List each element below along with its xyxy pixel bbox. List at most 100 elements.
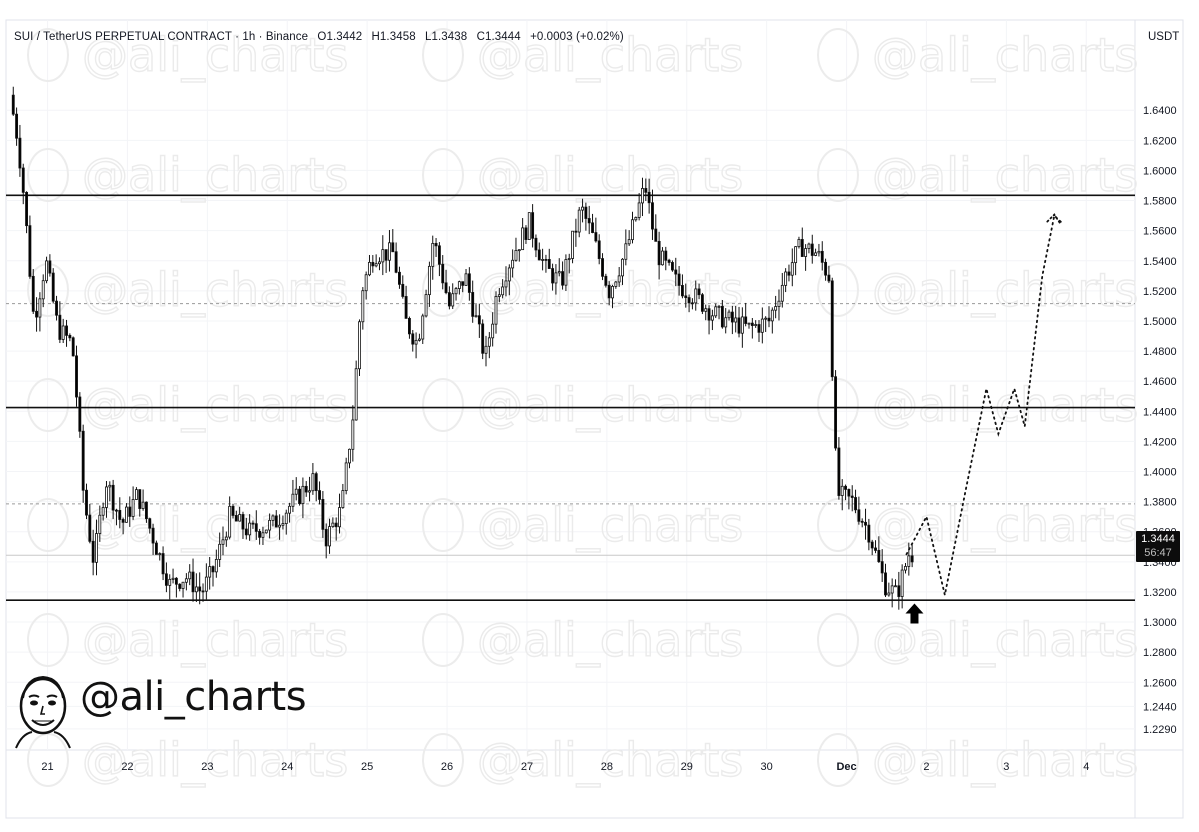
candle-body (584, 206, 588, 219)
candle-body (604, 275, 608, 286)
candle-body (371, 261, 375, 267)
candle-body (258, 530, 262, 538)
candle-body (714, 306, 718, 317)
y-tick-label: 1.4200 (1143, 436, 1177, 448)
candle-body (720, 305, 724, 328)
watermark-tile: @ali_charts (422, 377, 744, 433)
candle-body (474, 315, 478, 318)
currency-label: USDT (1148, 31, 1180, 43)
candle-body (78, 396, 82, 432)
candle-body (794, 246, 798, 264)
candle-body (151, 527, 155, 544)
candle-body (48, 260, 52, 274)
y-tick-label: 1.3200 (1143, 587, 1177, 599)
candle-body (651, 202, 654, 230)
candle-body (724, 317, 728, 328)
candle-body (318, 490, 321, 500)
candle-body (261, 532, 265, 538)
candle-body (38, 298, 42, 318)
candle-body (164, 573, 168, 586)
close-value: C1.3444 (476, 31, 521, 43)
x-tick-label: 24 (281, 761, 293, 773)
avatar-logo (15, 675, 71, 749)
candle-body (91, 540, 95, 563)
candle-body (391, 242, 395, 253)
candle-body (810, 243, 814, 256)
watermark-text: @ali_charts (477, 28, 743, 82)
candle-body (241, 514, 245, 530)
candle-body (787, 271, 791, 276)
watermark-text: @ali_charts (477, 613, 743, 667)
candle-body (374, 263, 378, 267)
candle-body (328, 526, 331, 547)
watermark-avatar-icon (27, 28, 69, 82)
candle-body (594, 232, 598, 242)
x-tick-label: 23 (201, 761, 213, 773)
candle-body (194, 586, 198, 593)
candle-body (487, 337, 491, 347)
candle-body (564, 259, 568, 286)
candle-body (338, 507, 341, 528)
candle-body (98, 514, 102, 534)
x-tick-label: 3 (1003, 761, 1009, 773)
candle-body (314, 473, 318, 492)
watermark-avatar-icon (27, 498, 69, 552)
y-tick-label: 1.5000 (1143, 316, 1177, 328)
candle-body (341, 490, 345, 508)
watermark-text: @ali_charts (82, 733, 348, 787)
watermark-tile: @ali_charts (27, 27, 349, 83)
candle-body (581, 206, 584, 211)
y-tick-label: 1.5800 (1143, 196, 1177, 208)
candle-body (647, 191, 651, 204)
candle-body (750, 322, 754, 326)
candle-body (71, 337, 75, 357)
candle-body (208, 566, 212, 578)
watermark-tile: @ali_charts (422, 612, 744, 668)
candle-body (551, 268, 555, 284)
candle-body (171, 577, 175, 580)
candle-body (710, 315, 714, 321)
candle-body (754, 324, 758, 326)
current-price-tag: 1.3444 56:47 (1136, 531, 1180, 562)
x-tick-label: 4 (1083, 761, 1089, 773)
candle-body (627, 239, 631, 245)
candle-body (717, 305, 721, 308)
candle-body (870, 541, 874, 549)
candle-body (238, 514, 242, 522)
watermark-text: @ali_charts (477, 498, 743, 552)
candle-body (740, 316, 744, 334)
candle-body (211, 566, 215, 573)
candle-body (770, 309, 774, 322)
candle-body (737, 317, 741, 334)
candle-body (671, 262, 674, 271)
candle-body (481, 323, 485, 354)
candle-body (324, 528, 328, 547)
candle-body (654, 228, 658, 242)
axes: 1.6400 1.6200 1.6000 1.5800 1.5600 1.5400 1.52… (41, 105, 1176, 773)
candle-body (231, 505, 235, 516)
watermark-text: @ali_charts (82, 613, 348, 667)
candle-body (417, 338, 421, 341)
branding: @ali_charts (10, 668, 307, 752)
candle-body (874, 547, 877, 551)
candle-body (507, 267, 511, 282)
candle-body (108, 484, 112, 488)
watermark-text: @ali_charts (872, 378, 1138, 432)
candle-body (690, 302, 694, 305)
y-tick-label: 1.2600 (1143, 677, 1177, 689)
candle-body (381, 249, 385, 263)
candle-body (477, 315, 481, 325)
watermark-tile: @ali_charts (27, 732, 349, 788)
watermark-tile: @ali_charts (27, 262, 349, 318)
watermark-avatar-icon (27, 733, 69, 787)
candle-body (321, 499, 325, 530)
candle-body (511, 259, 515, 269)
watermark-tile: @ali_charts (422, 27, 744, 83)
candle-body (214, 559, 218, 573)
watermark-avatar-icon (422, 733, 464, 787)
candle-body (757, 324, 761, 333)
candle-body (204, 576, 208, 592)
candle-body (621, 258, 624, 277)
candle-body (128, 506, 132, 517)
